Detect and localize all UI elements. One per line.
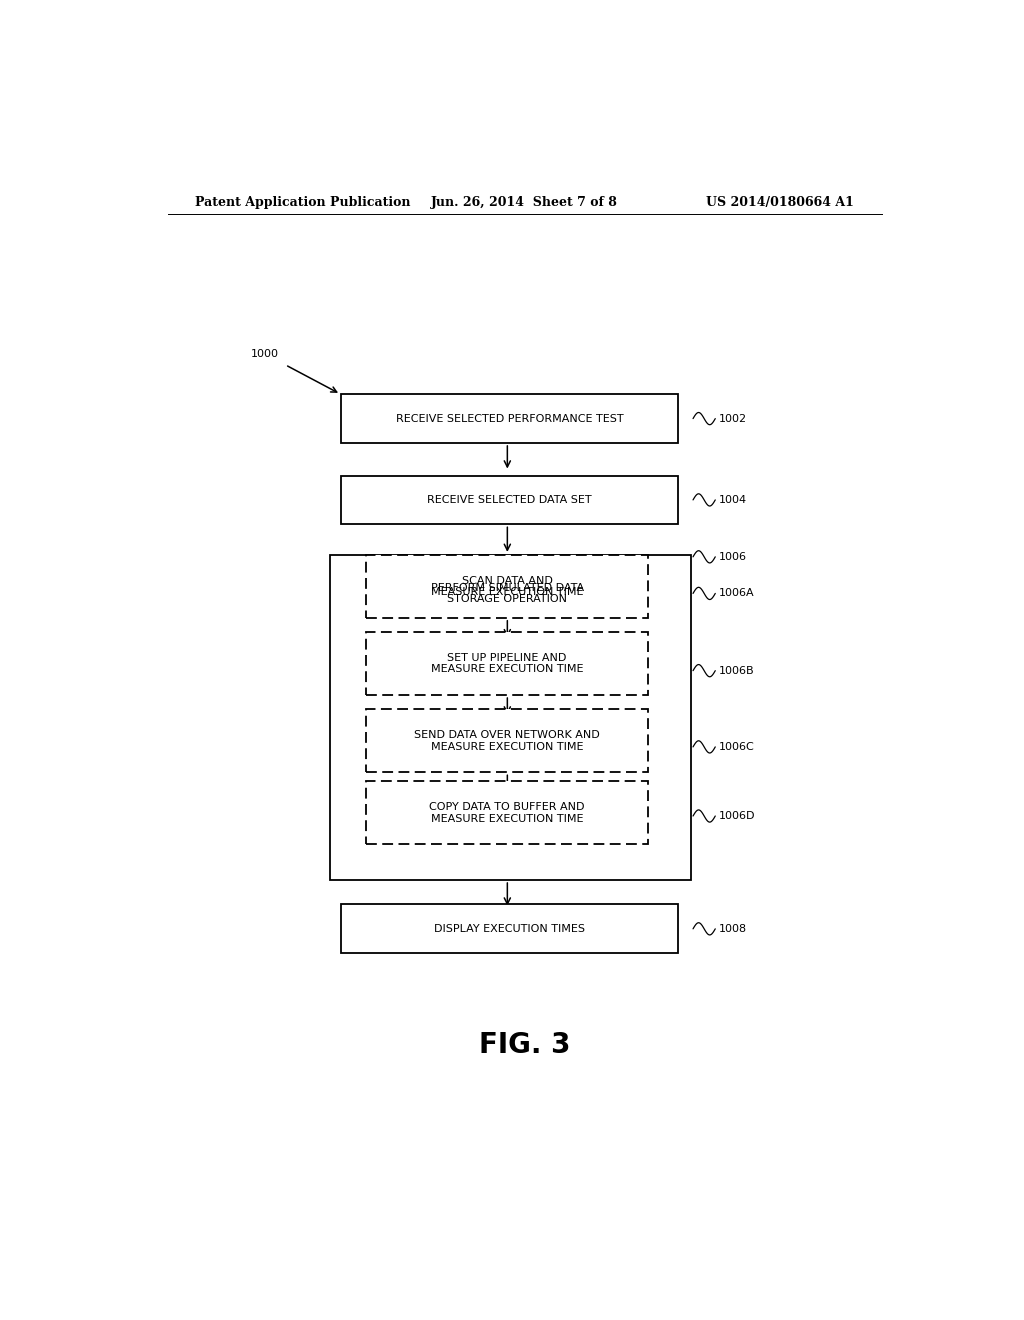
Text: 1006C: 1006C [719,742,755,752]
FancyBboxPatch shape [341,395,678,444]
Text: RECEIVE SELECTED DATA SET: RECEIVE SELECTED DATA SET [427,495,592,506]
FancyBboxPatch shape [367,554,648,618]
Text: 1006: 1006 [719,552,746,562]
Text: DISPLAY EXECUTION TIMES: DISPLAY EXECUTION TIMES [434,924,585,933]
Text: SCAN DATA AND
MEASURE EXECUTION TIME: SCAN DATA AND MEASURE EXECUTION TIME [431,576,584,597]
Text: 1000: 1000 [251,348,279,359]
Text: 1004: 1004 [719,495,746,506]
Text: 1002: 1002 [719,413,746,424]
Text: Patent Application Publication: Patent Application Publication [196,195,411,209]
FancyBboxPatch shape [367,632,648,696]
Text: SET UP PIPELINE AND
MEASURE EXECUTION TIME: SET UP PIPELINE AND MEASURE EXECUTION TI… [431,653,584,675]
FancyBboxPatch shape [341,475,678,524]
Text: US 2014/0180664 A1: US 2014/0180664 A1 [707,195,854,209]
FancyBboxPatch shape [367,781,648,845]
Text: FIG. 3: FIG. 3 [479,1031,570,1059]
Text: 1006A: 1006A [719,589,754,598]
Text: COPY DATA TO BUFFER AND
MEASURE EXECUTION TIME: COPY DATA TO BUFFER AND MEASURE EXECUTIO… [429,803,585,824]
Text: Jun. 26, 2014  Sheet 7 of 8: Jun. 26, 2014 Sheet 7 of 8 [431,195,618,209]
Text: RECEIVE SELECTED PERFORMANCE TEST: RECEIVE SELECTED PERFORMANCE TEST [395,413,624,424]
Text: SEND DATA OVER NETWORK AND
MEASURE EXECUTION TIME: SEND DATA OVER NETWORK AND MEASURE EXECU… [414,730,600,751]
Text: 1006B: 1006B [719,665,754,676]
FancyBboxPatch shape [341,904,678,953]
FancyBboxPatch shape [367,709,648,772]
Text: 1006D: 1006D [719,810,755,821]
Text: 1008: 1008 [719,924,746,933]
FancyBboxPatch shape [331,554,691,880]
Text: PERFORM SIMULATED DATA
STORAGE OPERATION: PERFORM SIMULATED DATA STORAGE OPERATION [431,582,584,605]
